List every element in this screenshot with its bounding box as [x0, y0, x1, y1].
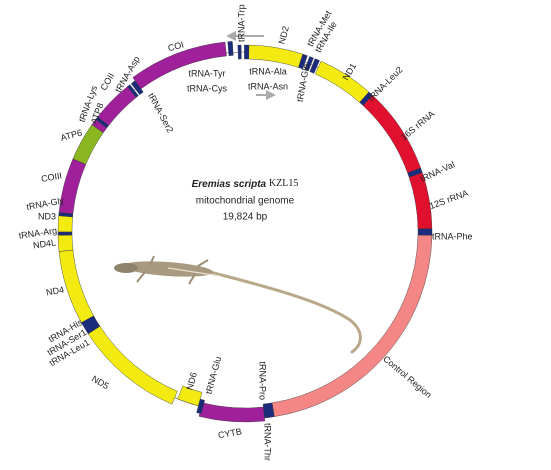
- gene-label: ND1: [341, 61, 359, 82]
- gene-label: tRNA-Thr: [263, 423, 273, 461]
- gene-label: tRNA-Ser2: [146, 91, 175, 134]
- gene-labels: tRNA-Trp ND2 tRNA-Met tRNA-Ile tRNA-Gln …: [18, 4, 472, 461]
- strand-arrows: [226, 31, 276, 100]
- gene-label: tRNA-Gln: [295, 63, 312, 103]
- gene-label: tRNA-Pro: [258, 361, 268, 400]
- gene-segment: [130, 80, 144, 96]
- gene-segment: [271, 234, 433, 417]
- gene-label: tRNA-Glu: [204, 355, 224, 395]
- gene-label: COIII: [40, 170, 62, 183]
- lizard-legs: [136, 255, 209, 285]
- species-name: Eremias scripta: [192, 179, 267, 190]
- gene-label: COI: [167, 39, 185, 53]
- gene-label: tRNA-Ala: [249, 66, 287, 76]
- gene-segment: [237, 44, 242, 60]
- gene-segment: [304, 56, 314, 72]
- gene-segment: [72, 124, 104, 165]
- gene-ring: [57, 41, 433, 423]
- gene-label: tRNA-Val: [419, 159, 457, 184]
- gene-segment: [95, 116, 109, 129]
- gene-label: ND3: [38, 211, 56, 221]
- gene-label: tRNA-Cys: [187, 83, 227, 93]
- gene-segment: [227, 41, 234, 56]
- gene-label: 16S rRNA: [399, 109, 436, 143]
- gene-segment: [57, 215, 73, 233]
- gene-label: CYTB: [217, 426, 242, 440]
- lizard-tail: [208, 270, 362, 354]
- gene-label: ND6: [185, 371, 199, 391]
- gene-label: tRNA-Asn: [248, 81, 288, 91]
- gene-segment: [58, 212, 74, 218]
- gene-label: ND5: [90, 374, 111, 392]
- gene-segment: [57, 231, 73, 236]
- gene-segment: [196, 398, 205, 415]
- gene-label: 12S rRNA: [428, 188, 469, 211]
- gene-segment: [359, 91, 373, 106]
- arrow-right-head: [266, 90, 276, 100]
- gene-segment: [58, 249, 94, 323]
- gene-segment: [315, 60, 370, 103]
- gene-segment: [132, 41, 227, 90]
- arrow-left-head: [226, 31, 236, 41]
- gene-segment: [57, 234, 74, 252]
- gene-label: ND4L: [32, 237, 56, 250]
- gene-label: tRNA-Trp: [236, 4, 246, 42]
- lizard-illustration: [114, 255, 362, 354]
- genome-length: 19,824 bp: [223, 212, 268, 223]
- gene-segment: [198, 402, 266, 423]
- genome-title: Eremias scripta KZL15: [192, 178, 299, 189]
- gene-segment: [244, 44, 250, 60]
- gene-segment: [127, 84, 139, 98]
- gene-segment: [262, 402, 275, 419]
- gene-segment: [417, 228, 433, 236]
- gene-label: ATP6: [59, 128, 83, 143]
- gene-segment: [309, 58, 320, 74]
- gene-label: ND2: [277, 25, 291, 45]
- gene-label: tRNA-Leu2: [366, 65, 405, 104]
- lizard-head: [114, 263, 138, 273]
- genome-subtitle: mitochondrial genome: [196, 196, 295, 207]
- lizard-stripe: [167, 267, 221, 277]
- gene-segment: [87, 325, 178, 405]
- gene-segment: [298, 53, 308, 70]
- gene-segment: [58, 158, 87, 215]
- gene-segment: [177, 385, 203, 407]
- gene-label: tRNA-Tyr: [189, 68, 226, 78]
- gene-label: Control Region: [381, 354, 433, 400]
- gene-segment: [81, 315, 101, 335]
- gene-label: tRNA-Phe: [432, 231, 473, 241]
- gene-label: ND4: [45, 284, 64, 297]
- gene-segment: [248, 44, 304, 68]
- specimen-id: KZL15: [269, 178, 298, 189]
- gene-segment: [407, 167, 423, 178]
